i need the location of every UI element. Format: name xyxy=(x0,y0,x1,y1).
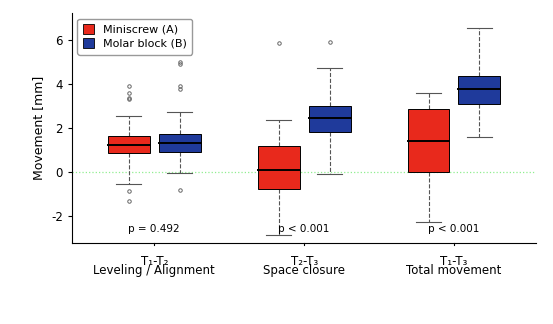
Bar xyxy=(159,133,201,152)
Y-axis label: Movement [mm]: Movement [mm] xyxy=(33,76,45,180)
Text: Leveling / Alignment: Leveling / Alignment xyxy=(93,264,215,277)
Text: T₁-T₂: T₁-T₂ xyxy=(140,255,168,268)
Text: p = 0.492: p = 0.492 xyxy=(128,224,180,234)
Bar xyxy=(309,106,351,133)
Text: p < 0.001: p < 0.001 xyxy=(279,224,330,234)
Text: T₁-T₃: T₁-T₃ xyxy=(440,255,468,268)
Bar xyxy=(408,109,450,172)
Text: T₂-T₃: T₂-T₃ xyxy=(290,255,318,268)
Bar xyxy=(458,76,500,104)
Bar xyxy=(108,136,150,154)
Bar xyxy=(258,146,300,189)
Text: Space closure: Space closure xyxy=(263,264,345,277)
Text: Total movement: Total movement xyxy=(406,264,502,277)
Legend: Miniscrew (A), Molar block (B): Miniscrew (A), Molar block (B) xyxy=(77,18,192,54)
Text: p < 0.001: p < 0.001 xyxy=(429,224,479,234)
